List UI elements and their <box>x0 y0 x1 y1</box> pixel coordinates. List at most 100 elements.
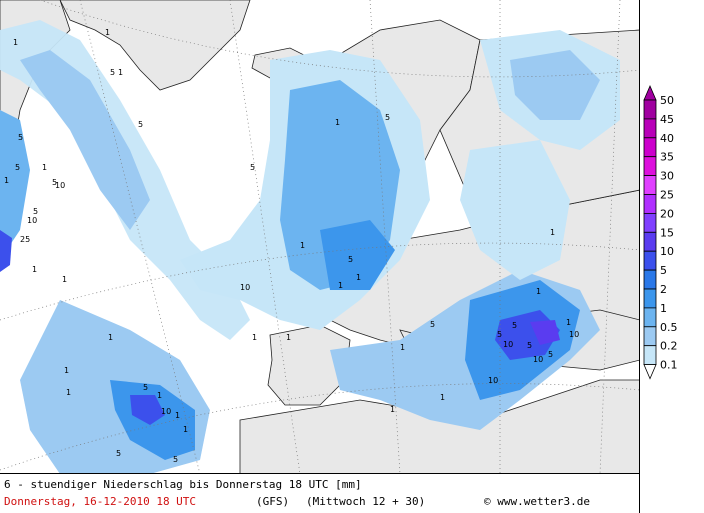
legend-label: 35 <box>660 151 674 164</box>
precip-area-west-coast <box>0 110 30 260</box>
contour-label: 1 <box>550 228 555 237</box>
legend-label: 40 <box>660 132 674 145</box>
model-run: (Mittwoch 12 + 30) <box>306 495 426 508</box>
contour-label: 5 <box>33 207 38 216</box>
contour-label: 1 <box>66 388 71 397</box>
precip-area-eastern-europe <box>460 140 570 280</box>
precipitation-field <box>0 20 620 473</box>
contour-label: 25 <box>20 235 30 244</box>
greenland-landmass <box>59 0 251 91</box>
legend-swatch <box>643 250 657 271</box>
legend-swatch <box>643 326 657 347</box>
contour-label: 1 <box>105 28 110 37</box>
precip-area-north-sea-5mm <box>320 220 395 290</box>
legend-swatch <box>643 156 657 176</box>
legend-arrow-top <box>643 84 657 101</box>
legend-label: 45 <box>660 113 674 126</box>
contour-label: 1 <box>286 333 291 342</box>
valid-date: Donnerstag, 16-12-2010 18 UTC <box>4 495 197 508</box>
legend-label: 0.2 <box>660 340 678 353</box>
contour-label: 5 <box>110 68 115 77</box>
footer-info-line: Donnerstag, 16-12-2010 18 UTC (GFS) (Mit… <box>4 495 636 509</box>
legend-label: 50 <box>660 94 674 107</box>
north-africa-landmass <box>239 379 639 473</box>
contour-label: 1 <box>64 366 69 375</box>
copyright-link[interactable]: © www.wetter3.de <box>484 495 590 508</box>
contour-label: 1 <box>440 393 445 402</box>
contour-label: 1 <box>157 391 162 400</box>
contour-label: 1 <box>252 333 257 342</box>
precipitation-map: 1 1 5 1 5 5 1 5 1 10 10 5 25 5 1 1 1 1 1 5 5 1 1 5 1 1 1 5 5 5 1 1 10 5 5 1… <box>0 0 640 474</box>
contour-label: 5 <box>512 321 517 330</box>
contour-label: 5 <box>52 178 57 187</box>
contour-label: 5 <box>385 113 390 122</box>
contour-label: 10 <box>503 340 513 349</box>
legend-swatch <box>643 194 657 214</box>
legend-label: 20 <box>660 207 674 220</box>
contour-label: 10 <box>161 407 171 416</box>
legend-swatch <box>643 307 657 328</box>
contour-label: 1 <box>356 273 361 282</box>
contour-label: 1 <box>118 68 123 77</box>
precip-area-aegean-15mm <box>530 320 560 345</box>
contour-label: 1 <box>335 118 340 127</box>
contour-label: 1 <box>536 287 541 296</box>
contour-label: 1 <box>108 333 113 342</box>
contour-label: 5 <box>173 455 178 464</box>
legend-swatch <box>643 175 657 195</box>
contour-label: 1 <box>42 163 47 172</box>
map-title: 6 - stuendiger Niederschlag bis Donnerst… <box>4 478 362 491</box>
contour-label: 1 <box>400 343 405 352</box>
map-footer: 6 - stuendiger Niederschlag bis Donnerst… <box>0 474 640 513</box>
contour-label: 1 <box>32 265 37 274</box>
legend-arrow-bottom <box>643 364 657 380</box>
contour-label: 5 <box>430 320 435 329</box>
contour-label: 10 <box>27 216 37 225</box>
legend-label: 1 <box>660 302 667 315</box>
legend-swatch <box>643 345 657 366</box>
contour-label: 1 <box>175 411 180 420</box>
legend-swatch <box>643 231 657 252</box>
precip-area-azores-10mm <box>130 395 165 425</box>
contour-label: 10 <box>533 355 543 364</box>
contour-label: 1 <box>4 176 9 185</box>
legend-label: 0.5 <box>660 321 678 334</box>
contour-label: 1 <box>62 275 67 284</box>
contour-label: 5 <box>527 341 532 350</box>
contour-label: 10 <box>55 181 65 190</box>
contour-label: 5 <box>138 120 143 129</box>
contour-label: 5 <box>116 449 121 458</box>
contour-label: 10 <box>488 376 498 385</box>
contour-label: 5 <box>18 133 23 142</box>
precip-area-west-heavy <box>0 230 12 272</box>
contour-label: 5 <box>497 330 502 339</box>
graticule-longitude <box>79 0 201 473</box>
legend-swatch <box>643 288 657 309</box>
legend-label: 0.1 <box>660 359 678 372</box>
precip-area-atlantic-band-core <box>20 50 150 230</box>
precip-area-russia-core <box>510 50 600 120</box>
contour-label: 10 <box>240 283 250 292</box>
legend-colorbar: 50 45 40 35 30 25 20 15 10 5 2 1 0.5 0.2 0.1 <box>643 84 678 380</box>
iberia-landmass <box>267 324 351 406</box>
contour-label: 1 <box>390 405 395 414</box>
legend-swatch <box>643 99 657 120</box>
legend-swatch <box>643 118 657 139</box>
graticule <box>0 0 639 473</box>
legend-label: 10 <box>660 245 674 258</box>
legend-label: 2 <box>660 283 667 296</box>
contour-label: 5 <box>143 383 148 392</box>
contour-label: 5 <box>15 163 20 172</box>
legend-swatch <box>643 269 657 290</box>
legend-label: 5 <box>660 264 667 277</box>
contour-label: 5 <box>548 350 553 359</box>
contour-label: 1 <box>338 281 343 290</box>
legend-swatch <box>643 212 657 233</box>
contour-label: 5 <box>250 163 255 172</box>
contour-label: 10 <box>569 330 579 339</box>
contour-label: 5 <box>348 255 353 264</box>
contour-label: 1 <box>183 425 188 434</box>
